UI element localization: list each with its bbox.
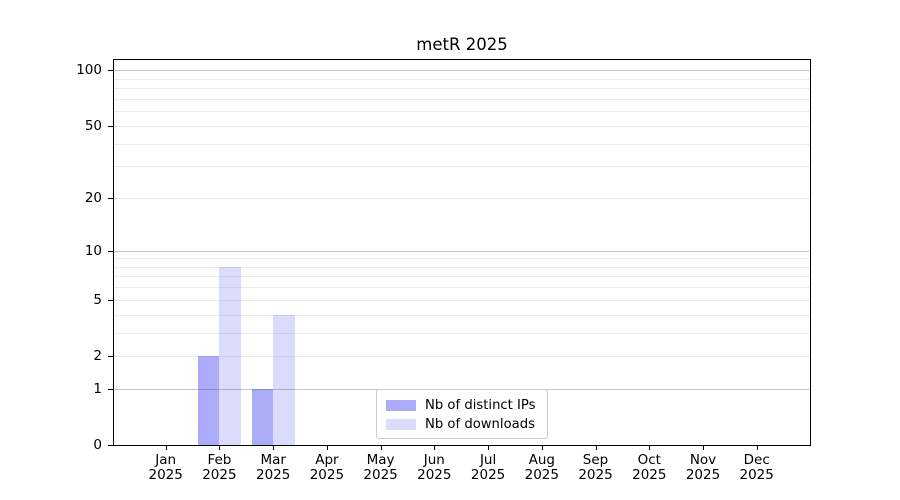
legend: Nb of distinct IPs Nb of downloads xyxy=(376,389,548,439)
x-tick-label-mar: Mar 2025 xyxy=(245,453,301,482)
x-tick-label-nov: Nov 2025 xyxy=(675,453,731,482)
x-tick-label-month: May xyxy=(366,452,395,468)
x-tick-label-feb: Feb 2025 xyxy=(191,453,247,482)
x-tick-label-oct: Oct 2025 xyxy=(621,453,677,482)
x-tick-mark-jan xyxy=(165,446,167,450)
gridline-minor-9 xyxy=(114,258,810,260)
y-tick-mark-5 xyxy=(108,299,113,301)
y-tick-label-1: 1 xyxy=(93,381,102,398)
x-tick-label-sep: Sep 2025 xyxy=(568,453,624,482)
gridline-major-100 xyxy=(114,70,810,72)
y-tick-label-0: 0 xyxy=(93,437,102,453)
gridline-minor-6 xyxy=(114,287,810,289)
legend-swatch-downloads xyxy=(386,418,416,430)
y-tick-label-50: 50 xyxy=(84,117,102,134)
y-tick-mark-20 xyxy=(108,198,113,199)
y-tick-label-100: 100 xyxy=(76,62,102,79)
x-tick-label-jan: Jan 2025 xyxy=(138,453,194,482)
x-tick-label-month: Oct xyxy=(637,452,661,468)
legend-entry-distinct-ips: Nb of distinct IPs xyxy=(386,397,538,413)
x-tick-label-jun: Jun 2025 xyxy=(406,453,462,482)
gridline-minor-5 xyxy=(114,299,810,301)
x-tick-label-month: Nov xyxy=(689,452,717,468)
x-tick-label-year: 2025 xyxy=(148,466,183,483)
x-tick-mark-mar xyxy=(273,446,275,450)
gridline-minor-50 xyxy=(114,125,810,127)
x-tick-label-apr: Apr 2025 xyxy=(299,453,355,482)
x-tick-label-month: Jan xyxy=(155,452,177,468)
gridline-minor-30 xyxy=(114,166,810,168)
x-tick-label-month: Mar xyxy=(260,452,286,468)
x-tick-label-month: Sep xyxy=(582,452,609,468)
x-tick-label-month: Jun xyxy=(423,452,445,468)
x-tick-label-year: 2025 xyxy=(417,466,452,483)
gridline-minor-70 xyxy=(114,98,810,100)
x-tick-mark-jun xyxy=(434,446,436,450)
x-tick-mark-aug xyxy=(541,446,543,450)
gridline-minor-4 xyxy=(114,314,810,316)
x-tick-label-month: Apr xyxy=(315,452,339,468)
bar-feb-downloads xyxy=(219,266,241,445)
x-tick-label-dec: Dec 2025 xyxy=(729,453,785,482)
y-tick-label-20: 20 xyxy=(84,190,102,206)
x-tick-label-year: 2025 xyxy=(309,466,345,483)
x-tick-label-year: 2025 xyxy=(685,466,721,483)
x-tick-label-month: Feb xyxy=(207,452,232,468)
gridline-minor-60 xyxy=(114,111,810,113)
x-tick-mark-feb xyxy=(219,446,221,450)
x-tick-label-month: Dec xyxy=(743,452,770,468)
y-tick-mark-1 xyxy=(108,389,113,391)
gridline-minor-3 xyxy=(114,332,810,334)
y-tick-mark-2 xyxy=(108,356,113,358)
y-tick-label-10: 10 xyxy=(84,242,102,259)
bar-mar-downloads xyxy=(273,314,295,445)
x-tick-label-year: 2025 xyxy=(632,466,667,483)
x-tick-mark-oct xyxy=(649,446,651,450)
x-tick-label-month: Jul xyxy=(479,452,497,468)
bar-feb-distinct-ips xyxy=(197,356,220,445)
plot-area: Nb of distinct IPs Nb of downloads xyxy=(113,59,811,446)
x-tick-label-may: May 2025 xyxy=(353,453,409,482)
x-tick-mark-jul xyxy=(488,446,490,450)
gridline-major-10 xyxy=(114,250,810,252)
x-tick-mark-apr xyxy=(326,446,328,450)
y-tick-mark-10 xyxy=(108,250,113,252)
y-tick-label-5: 5 xyxy=(93,291,102,308)
x-tick-label-aug: Aug 2025 xyxy=(514,453,570,482)
chart-title: metR 2025 xyxy=(416,35,508,54)
x-tick-label-year: 2025 xyxy=(524,466,559,483)
gridline-minor-40 xyxy=(114,143,810,145)
x-tick-mark-dec xyxy=(756,446,758,450)
x-tick-label-year: 2025 xyxy=(470,466,506,483)
y-tick-mark-100 xyxy=(108,70,113,72)
x-tick-label-year: 2025 xyxy=(363,466,398,483)
legend-swatch-distinct-ips xyxy=(386,399,416,411)
legend-entry-label: Nb of downloads xyxy=(425,416,535,432)
gridline-minor-90 xyxy=(114,78,810,80)
y-tick-mark-0 xyxy=(108,445,113,446)
y-tick-mark-50 xyxy=(108,125,113,127)
x-tick-label-year: 2025 xyxy=(578,466,613,483)
gridline-minor-8 xyxy=(114,266,810,268)
x-tick-label-jul: Jul 2025 xyxy=(460,453,516,482)
x-tick-label-year: 2025 xyxy=(256,466,291,483)
gridline-minor-2 xyxy=(114,356,810,358)
legend-entry-label: Nb of distinct IPs xyxy=(425,397,536,413)
x-tick-label-month: Aug xyxy=(528,452,555,468)
gridline-minor-7 xyxy=(114,276,810,278)
x-tick-label-year: 2025 xyxy=(739,466,774,483)
x-tick-mark-sep xyxy=(595,446,597,450)
y-tick-label-2: 2 xyxy=(93,348,102,365)
legend-entry-downloads: Nb of downloads xyxy=(386,416,538,432)
gridline-minor-80 xyxy=(114,88,810,90)
x-tick-mark-may xyxy=(380,446,382,450)
bar-mar-distinct-ips xyxy=(251,389,274,445)
x-tick-label-year: 2025 xyxy=(202,466,237,483)
gridline-minor-20 xyxy=(114,198,810,199)
x-tick-mark-nov xyxy=(703,446,704,450)
